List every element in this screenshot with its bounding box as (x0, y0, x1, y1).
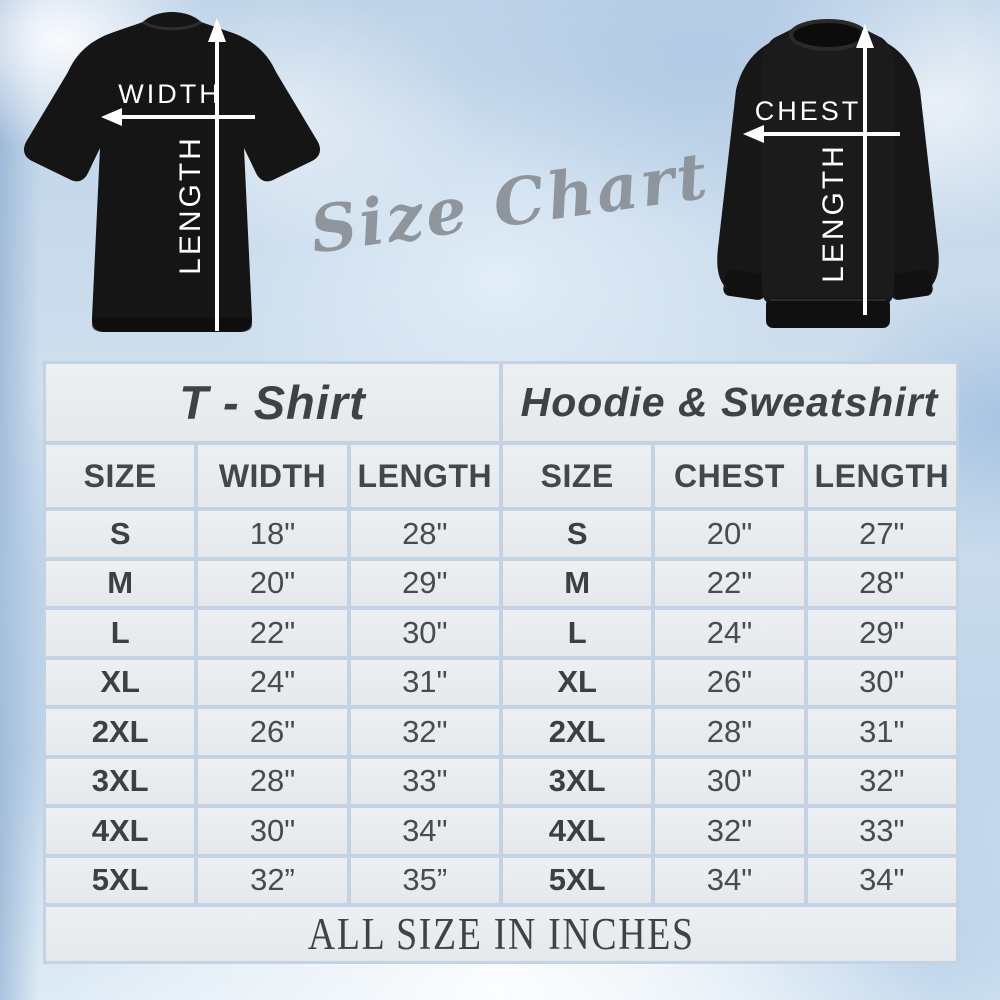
tshirt-size: S (46, 511, 195, 557)
hoodie-chest-value: 28" (655, 709, 804, 755)
tshirt-width-value: 22" (198, 610, 347, 656)
hoodie-chest-value: 26" (655, 659, 804, 705)
hoodie-chest-value: 20" (655, 511, 804, 557)
tshirt-size: 2XL (46, 709, 195, 755)
tshirt-length-value: 34" (350, 808, 499, 854)
tshirt-size: 5XL (46, 857, 195, 903)
units-note-cell: ALL SIZE IN INCHES (46, 907, 956, 961)
tshirt-length-value: 30" (350, 610, 499, 656)
hoodie-chest-value: 32" (655, 808, 804, 854)
tshirt-collar-line (142, 20, 202, 31)
sweatshirt-collar (789, 19, 867, 51)
tshirt-length-label: LENGTH (174, 135, 207, 275)
units-note: ALL SIZE IN INCHES (307, 909, 695, 959)
hoodie-length-value: 33" (807, 808, 956, 854)
sweatshirt-length-arrow (856, 24, 874, 315)
hoodie-length-value: 28" (807, 560, 956, 606)
tshirt-size: M (46, 560, 195, 606)
hoodie-length-value: 34" (807, 857, 956, 903)
tshirt-table-title: T - Shirt (46, 364, 499, 441)
hoodie-table-title: Hoodie & Sweatshirt (502, 364, 956, 441)
hoodie-length-value: 30" (807, 659, 956, 705)
hoodie-chest-value: 34" (655, 857, 804, 903)
hoodie-col-size: SIZE (502, 445, 652, 507)
tshirt-length-value: 33" (350, 758, 499, 804)
hoodie-length-value: 32" (807, 758, 956, 804)
tshirt-width-value: 18" (198, 511, 347, 557)
tshirt-width-label: WIDTH (118, 79, 221, 109)
page-title: Size Chart (305, 137, 715, 269)
hoodie-size: 2XL (502, 709, 652, 755)
sweatshirt-left-sleeve (717, 36, 786, 297)
tshirt-col-length: LENGTH (350, 445, 499, 507)
tshirt-width-arrow (101, 108, 255, 126)
sweatshirt-right-cuff (889, 270, 933, 300)
hoodie-length-value: 27" (807, 511, 956, 557)
sweatshirt-right-sleeve (870, 36, 939, 297)
hoodie-size: M (502, 560, 652, 606)
tshirt-length-value: 29" (350, 560, 499, 606)
tshirt-width-value: 24" (198, 659, 347, 705)
sweatshirt-body (762, 24, 894, 306)
hoodie-size: 5XL (502, 857, 652, 903)
sweatshirt-left-cuff (723, 270, 767, 300)
tshirt-width-value: 20" (198, 560, 347, 606)
tshirt-length-value: 31" (350, 659, 499, 705)
tshirt-col-size: SIZE (46, 445, 195, 507)
hoodie-size: XL (502, 659, 652, 705)
hoodie-chest-value: 30" (655, 758, 804, 804)
sweatshirt-chest-arrow (743, 125, 900, 143)
tshirt-width-value: 28" (198, 758, 347, 804)
tshirt-size: 3XL (46, 758, 195, 804)
tshirt-size: 4XL (46, 808, 195, 854)
sweatshirt-hem-band (766, 298, 890, 328)
sweatshirt-length-label: LENGTH (817, 143, 850, 283)
tshirt-hem-shade (92, 318, 252, 332)
sweatshirt-chest-label: CHEST (755, 96, 862, 126)
hoodie-size: S (502, 511, 652, 557)
hoodie-size: 4XL (502, 808, 652, 854)
hoodie-size: L (502, 610, 652, 656)
tshirt-length-value: 28" (350, 511, 499, 557)
hoodie-chest-value: 22" (655, 560, 804, 606)
hoodie-length-value: 29" (807, 610, 956, 656)
tshirt-width-value: 32” (198, 857, 347, 903)
hoodie-length-value: 31" (807, 709, 956, 755)
hoodie-chest-value: 24" (655, 610, 804, 656)
hoodie-size: 3XL (502, 758, 652, 804)
sweatshirt-diagram: CHEST LENGTH (717, 19, 939, 328)
hoodie-col-length: LENGTH (807, 445, 956, 507)
tshirt-length-value: 35” (350, 857, 499, 903)
hoodie-col-chest: CHEST (655, 445, 804, 507)
tshirt-silhouette-icon (24, 12, 320, 332)
size-table: T - Shirt Hoodie & Sweatshirt SIZE WIDTH… (43, 361, 959, 964)
tshirt-width-value: 26" (198, 709, 347, 755)
tshirt-size: XL (46, 659, 195, 705)
tshirt-col-width: WIDTH (198, 445, 347, 507)
tshirt-size: L (46, 610, 195, 656)
tshirt-diagram: WIDTH LENGTH (24, 12, 320, 332)
tshirt-length-arrow (208, 18, 226, 331)
tshirt-length-value: 32" (350, 709, 499, 755)
tshirt-width-value: 30" (198, 808, 347, 854)
